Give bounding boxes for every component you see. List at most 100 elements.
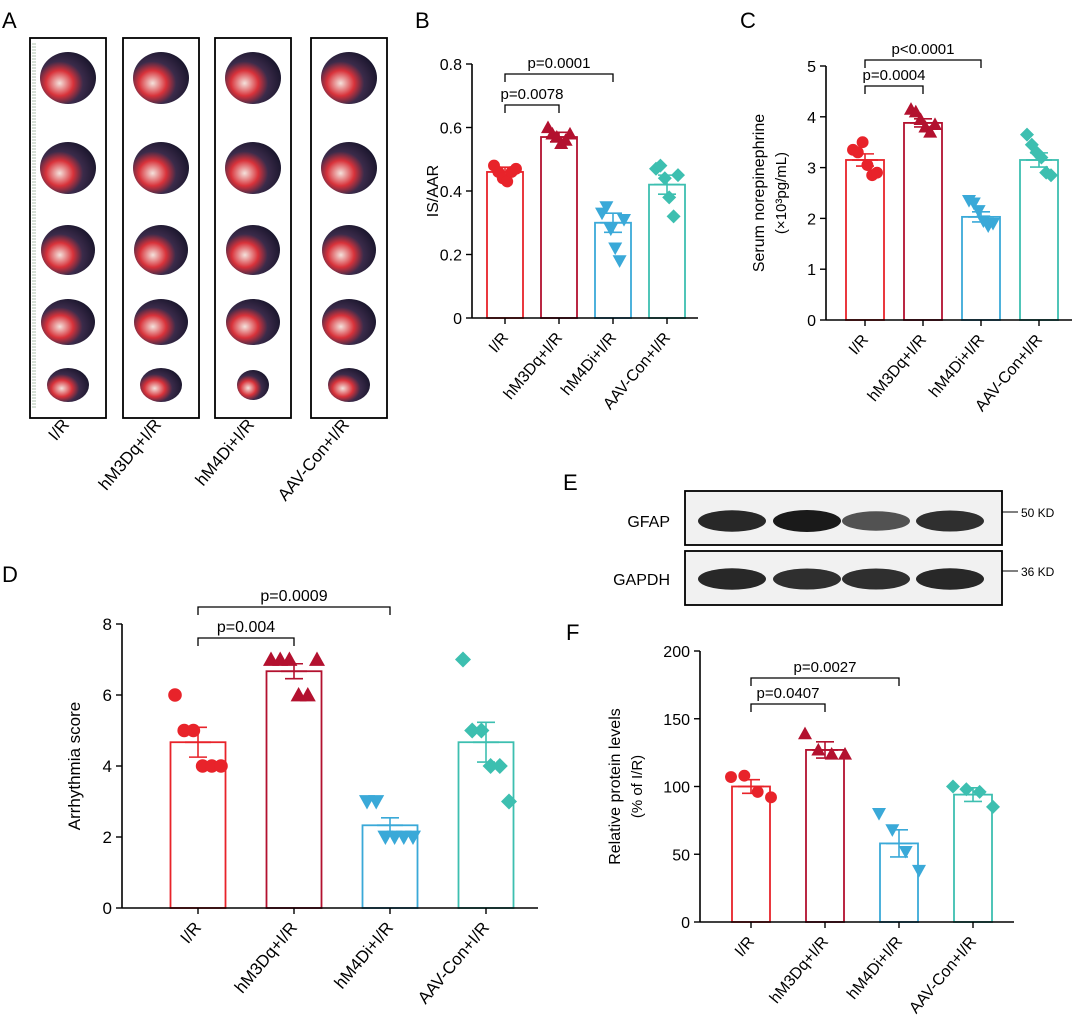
data-point <box>299 687 316 702</box>
blot-band <box>698 568 766 590</box>
p-value-label: p<0.0001 <box>892 41 955 58</box>
y-axis-label: Serum norepinephrine <box>751 114 768 272</box>
heart-slice <box>322 299 376 345</box>
p-value-label: p=0.0027 <box>794 659 857 676</box>
data-point <box>608 242 623 256</box>
x-tick-label: I/R <box>486 330 512 357</box>
x-tick-label: AAV-Con+I/R <box>906 934 980 1017</box>
x-tick-label: hM3Dq+I/R <box>865 332 930 405</box>
chart-panel-b: B00.20.40.60.8I/RhM3Dq+I/RhM4Di+I/RAAV-C… <box>415 8 698 413</box>
data-point <box>972 784 987 799</box>
bar <box>486 171 524 319</box>
heart-slice <box>226 299 280 345</box>
heart-slice <box>134 299 188 345</box>
data-point <box>885 824 900 837</box>
x-tick-label: AAV-Con+I/R <box>414 918 493 1007</box>
data-point <box>1044 168 1058 183</box>
heart-slice <box>133 142 189 194</box>
heart-slice <box>225 52 281 104</box>
blot-row-label: GAPDH <box>613 572 670 589</box>
significance-bracket <box>750 703 826 712</box>
data-point <box>861 159 874 172</box>
x-tick-label: hM3Dq+I/R <box>231 918 301 996</box>
data-point <box>872 808 886 821</box>
y-tick-label: 200 <box>663 644 690 661</box>
western-blot: E GFAP 50 KD GAPDH 36 KD <box>563 470 1055 606</box>
data-point <box>473 722 490 739</box>
y-tick-label: 0.4 <box>440 184 462 201</box>
data-point <box>617 213 631 227</box>
data-point <box>491 758 508 774</box>
significance-bracket <box>864 85 924 94</box>
data-point <box>923 125 938 138</box>
data-point <box>599 201 614 214</box>
y-tick-label: 8 <box>103 615 112 634</box>
data-point <box>464 722 481 739</box>
x-tick-label: I/R <box>846 332 872 359</box>
y-tick-label: 4 <box>103 757 112 776</box>
panel-letter: F <box>566 620 579 645</box>
heart-slice <box>328 368 370 402</box>
data-point <box>501 793 517 810</box>
y-tick-label: 2 <box>807 211 816 228</box>
p-value-label: p=0.0001 <box>528 55 591 72</box>
data-point <box>1020 127 1034 142</box>
bar <box>540 136 578 319</box>
group-label-a: AAV-Con+I/R <box>274 415 353 504</box>
x-tick-label: hM4Di+I/R <box>844 934 906 1003</box>
heart-slice <box>321 142 377 194</box>
data-point <box>168 688 182 702</box>
bar <box>903 121 943 321</box>
bar <box>805 749 845 923</box>
data-point <box>824 746 839 760</box>
y-axis-label: IS/AAR <box>425 165 442 217</box>
data-point <box>912 864 926 878</box>
data-point <box>612 255 627 268</box>
heart-slice <box>237 370 269 400</box>
y-axis-unit: (% of I/R) <box>629 755 646 818</box>
data-point <box>738 769 751 782</box>
heart-slice <box>133 52 189 104</box>
bar <box>1019 159 1059 321</box>
chart-panel-d: D 0 2 4 6 8 I/R hM3Dq+I/R hM4Di+I/R AAV-Con+I/R Ar… <box>2 562 538 1007</box>
panel-letter: C <box>740 8 756 33</box>
y-tick-label: 0.6 <box>440 121 462 138</box>
y-axis-unit: (×10³pg/mL) <box>773 152 790 234</box>
blot-band <box>773 510 841 532</box>
group-label-a: hM3Dq+I/R <box>95 415 165 493</box>
data-point <box>913 112 928 125</box>
blot-band <box>773 568 841 590</box>
y-tick-label: 0.2 <box>440 248 462 265</box>
data-point <box>838 746 852 760</box>
bar <box>953 793 993 923</box>
data-point <box>1034 150 1049 165</box>
data-point <box>501 175 514 188</box>
data-point <box>751 785 764 798</box>
data-point <box>908 104 923 118</box>
heart-slice <box>225 142 281 194</box>
y-tick-label: 50 <box>672 847 690 864</box>
data-point <box>510 162 522 175</box>
panel-letter-a: A <box>2 8 17 33</box>
heart-slice <box>41 299 95 345</box>
data-point <box>309 651 325 666</box>
p-value-label: p=0.0004 <box>863 67 926 84</box>
y-tick-label: 6 <box>103 686 112 705</box>
blot-band <box>698 510 766 532</box>
y-tick-label: 0 <box>453 311 462 328</box>
y-tick-label: 0 <box>807 313 816 330</box>
p-value-label: p=0.0407 <box>757 685 820 702</box>
y-tick-label: 100 <box>663 780 690 797</box>
blot-row-label: GFAP <box>627 514 670 531</box>
heart-slice <box>140 368 182 402</box>
data-point <box>214 759 228 773</box>
size-marker-label: 36 KD <box>1021 565 1055 579</box>
heart-slice <box>47 368 89 402</box>
blot-band <box>916 510 984 532</box>
x-tick-label: hM4Di+I/R <box>926 332 988 401</box>
y-tick-label: 0 <box>103 899 112 918</box>
data-point <box>986 217 1000 231</box>
panel-letter: B <box>415 8 430 33</box>
x-tick-label: I/R <box>177 918 206 947</box>
data-point <box>959 782 974 797</box>
